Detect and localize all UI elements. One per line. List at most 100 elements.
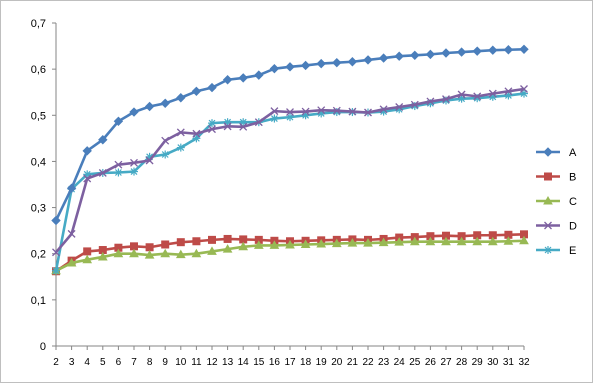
data-point [191, 248, 202, 258]
data-point [270, 114, 279, 123]
data-point [378, 237, 389, 247]
data-point [208, 125, 216, 134]
x-tick-label: 25 [409, 357, 421, 368]
data-point [160, 248, 171, 258]
data-point [394, 51, 404, 61]
x-tick-label: 9 [162, 357, 168, 368]
legend-item-b: B [536, 172, 576, 184]
data-point [114, 168, 123, 177]
data-point [208, 119, 216, 128]
data-point [176, 93, 186, 103]
data-point [456, 236, 467, 246]
x-tick-label: 12 [206, 357, 218, 368]
data-point-stroke [239, 122, 248, 131]
data-point [129, 248, 139, 258]
data-point [207, 246, 217, 255]
data-point [300, 60, 311, 71]
series-a [51, 44, 529, 226]
data-point [332, 57, 342, 68]
x-tick-label: 8 [147, 357, 153, 368]
x-tick-label: 28 [456, 357, 468, 368]
data-point-stroke [192, 129, 201, 138]
legend-item-d: D [536, 221, 577, 233]
data-point [160, 98, 170, 108]
data-point-stroke [223, 122, 232, 131]
legend-label: E [569, 245, 576, 257]
data-point [223, 122, 232, 131]
data-point-stroke [176, 128, 185, 137]
data-point [176, 143, 185, 152]
x-tick-label: 7 [131, 357, 137, 368]
data-point-stroke [83, 174, 92, 183]
data-point [503, 45, 514, 55]
data-point [114, 160, 123, 169]
data-point [544, 221, 552, 230]
data-point [316, 239, 327, 248]
series-line-a [54, 48, 525, 222]
data-point-stroke [364, 108, 372, 117]
data-point [441, 48, 451, 58]
data-point-stroke [114, 160, 123, 169]
data-point [488, 89, 497, 98]
legend: A BC DE [536, 147, 577, 257]
x-tick-label: 30 [487, 357, 499, 368]
data-point-stroke [348, 107, 357, 116]
data-point [130, 158, 138, 167]
x-tick-label: 18 [300, 357, 312, 368]
data-point-stroke [130, 158, 138, 167]
data-point-stroke [544, 221, 552, 230]
data-point [472, 236, 483, 246]
data-point [503, 236, 514, 245]
data-point [176, 238, 185, 247]
data-point [544, 246, 552, 254]
data-point-stroke [442, 95, 450, 104]
data-point-stroke [473, 92, 482, 101]
y-tick-label: 0 [40, 341, 46, 353]
data-point-stroke [317, 106, 326, 115]
data-point-stroke [270, 107, 279, 116]
y-axis-tick-labels: 0 0,1 0,2 0,3 0,4 0,5 0,6 0,7 [31, 18, 46, 353]
data-point [487, 236, 498, 246]
data-point-stroke [301, 107, 310, 116]
data-point [52, 266, 60, 275]
data-point-stroke [395, 103, 404, 111]
data-point [130, 167, 138, 176]
data-point [442, 95, 450, 104]
x-tick-label: 13 [222, 357, 234, 368]
data-point [254, 118, 263, 127]
data-point [222, 244, 233, 253]
data-point [145, 156, 154, 165]
x-tick-label: 31 [503, 357, 515, 368]
data-point [97, 251, 108, 261]
data-point [161, 150, 170, 159]
data-point [473, 92, 482, 101]
y-tick-label: 0,5 [31, 110, 46, 122]
data-point [98, 135, 108, 145]
legend-label: C [569, 196, 577, 208]
data-point-stroke [379, 105, 388, 114]
data-point [472, 46, 482, 56]
data-point [301, 107, 310, 116]
data-point [144, 101, 155, 112]
data-point-stroke [208, 125, 216, 134]
data-point [457, 90, 466, 99]
x-tick-label: 4 [84, 357, 90, 368]
x-tick-label: 6 [116, 357, 122, 368]
data-point [82, 254, 93, 264]
data-point [379, 105, 388, 114]
data-point [222, 75, 233, 85]
data-point [363, 238, 373, 247]
data-point [67, 229, 76, 238]
data-point [488, 45, 498, 55]
data-point [519, 44, 529, 55]
data-point [410, 100, 419, 109]
data-point [364, 108, 372, 117]
data-point [207, 82, 217, 93]
data-point [254, 70, 264, 80]
data-point [208, 235, 216, 244]
data-point-stroke [504, 87, 513, 96]
y-tick-label: 0,3 [31, 203, 46, 215]
